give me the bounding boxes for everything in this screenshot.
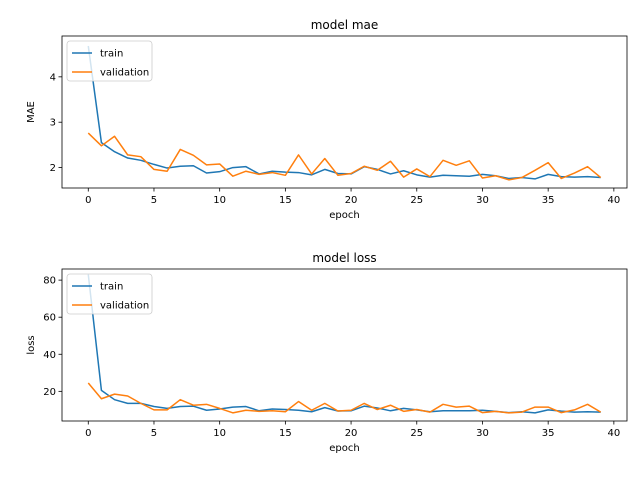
x-tick-label: 5 bbox=[151, 428, 157, 439]
x-tick-label: 30 bbox=[476, 195, 489, 206]
y-tick-label: 40 bbox=[43, 350, 56, 361]
y-axis-label: loss bbox=[26, 335, 37, 354]
y-tick-label: 4 bbox=[50, 72, 56, 83]
legend-frame bbox=[66, 273, 153, 315]
series-line-validation bbox=[87, 382, 602, 414]
legend-label-train: train bbox=[100, 49, 123, 60]
y-tick-label: 60 bbox=[43, 313, 56, 324]
x-tick-label: 0 bbox=[85, 428, 91, 439]
legend-label-validation: validation bbox=[100, 301, 149, 312]
x-axis-label: epoch bbox=[329, 443, 359, 454]
x-tick-label: 5 bbox=[151, 195, 157, 206]
y-tick-label: 20 bbox=[43, 387, 56, 398]
x-tick-label: 40 bbox=[607, 195, 620, 206]
x-tick-label: 10 bbox=[213, 428, 226, 439]
x-tick-label: 40 bbox=[607, 428, 620, 439]
y-tick-label: 3 bbox=[50, 118, 56, 129]
legend-label-train: train bbox=[100, 282, 123, 293]
chart-title: model loss bbox=[312, 251, 376, 265]
x-tick-label: 15 bbox=[279, 195, 292, 206]
x-tick-label: 35 bbox=[542, 195, 555, 206]
legend: train validation bbox=[66, 40, 153, 82]
x-tick-label: 35 bbox=[542, 428, 555, 439]
series-line-train bbox=[87, 45, 601, 180]
legend-frame bbox=[66, 40, 153, 82]
chart-model-loss: model loss 0 5 10 15 20 25 30 35 40 20 40 60 80 epoch l… bbox=[26, 251, 628, 454]
x-tick-label: 20 bbox=[345, 428, 358, 439]
legend: train validation bbox=[66, 273, 153, 315]
y-tick-label: 2 bbox=[50, 163, 56, 174]
x-tick-label: 0 bbox=[85, 195, 91, 206]
x-tick-label: 25 bbox=[410, 195, 423, 206]
series-line-validation bbox=[87, 132, 602, 181]
x-tick-label: 15 bbox=[279, 428, 292, 439]
x-tick-label: 30 bbox=[476, 428, 489, 439]
chart-title: model mae bbox=[311, 18, 379, 32]
y-axis-label: MAE bbox=[26, 101, 37, 123]
x-tick-label: 10 bbox=[213, 195, 226, 206]
axes-frame bbox=[61, 268, 628, 422]
y-tick-label: 80 bbox=[43, 276, 56, 287]
x-tick-label: 20 bbox=[345, 195, 358, 206]
x-tick-label: 25 bbox=[410, 428, 423, 439]
x-axis-label: epoch bbox=[329, 210, 359, 221]
chart-model-mae: model mae 0 5 10 15 20 25 30 35 40 2 3 4 epoch MAE trai… bbox=[26, 18, 628, 221]
axes-frame bbox=[61, 35, 628, 189]
series-line-train bbox=[87, 274, 601, 414]
legend-label-validation: validation bbox=[100, 68, 149, 79]
